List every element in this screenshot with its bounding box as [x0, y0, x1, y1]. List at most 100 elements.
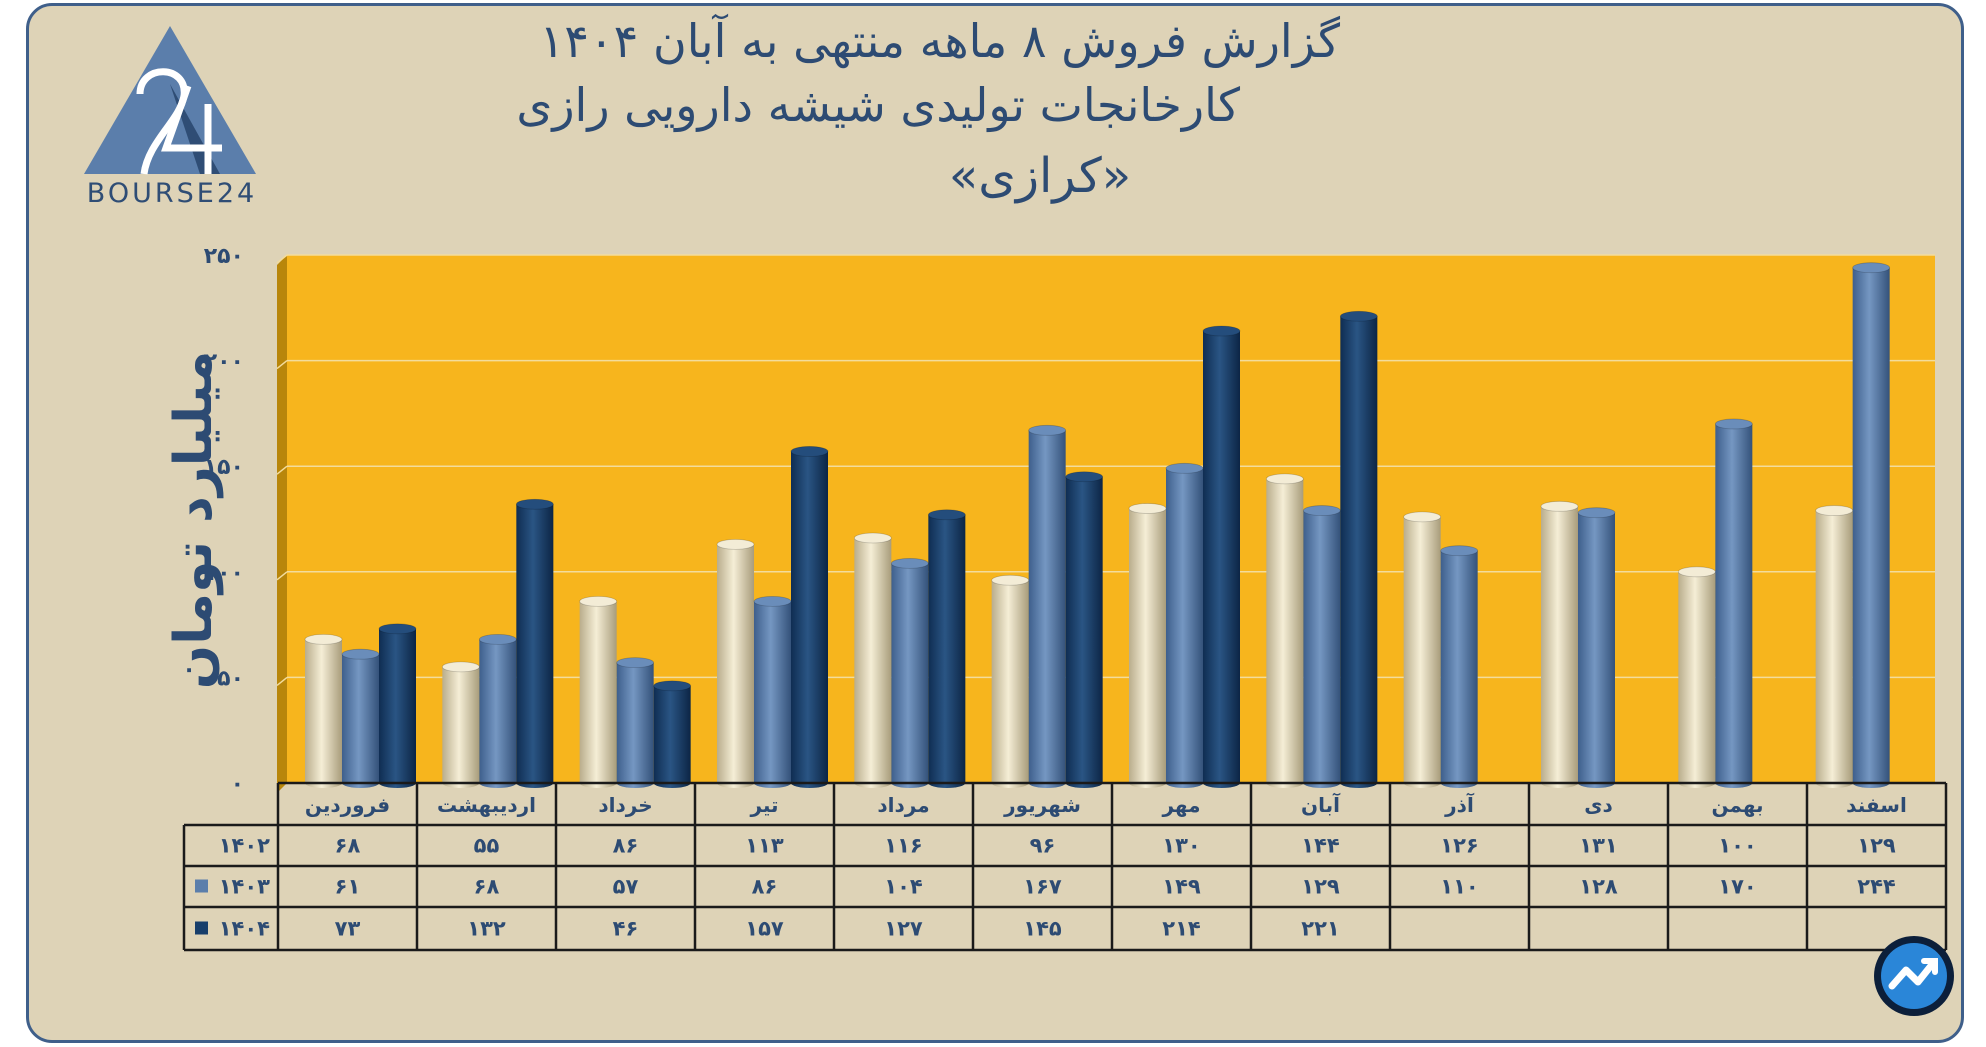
y-tick-label: ۵۰ [217, 666, 244, 691]
bar-۱۴۰۲-شهریور [991, 574, 1030, 788]
bar-cap [1852, 262, 1891, 274]
bar-cap [1065, 471, 1104, 483]
bar-cap [378, 623, 417, 635]
plot-background [287, 255, 1935, 783]
plot-side-wall [277, 255, 287, 793]
table-cell: ۶۸ [335, 834, 361, 858]
bar-body [305, 639, 342, 783]
bar-۱۴۰۲-فروردین [304, 633, 343, 788]
bar-cap [753, 595, 792, 607]
bars [304, 262, 1891, 788]
bar-cap [579, 595, 618, 607]
bar-body [1028, 430, 1066, 783]
bar-۱۴۰۳-شهریور [1028, 424, 1067, 788]
y-tick-label: ۲۰۰ [204, 350, 244, 375]
category-label: خرداد [598, 793, 652, 817]
bar-cap [478, 633, 517, 645]
bar-۱۴۰۲-اردیبهشت [441, 661, 480, 788]
bar-body [791, 451, 828, 783]
table-cell: ۱۴۴ [1301, 834, 1340, 858]
bar-cap [1028, 424, 1067, 436]
bar-body [754, 601, 791, 783]
bar-body [1303, 510, 1341, 783]
table-cell: ۱۳۰ [1162, 834, 1200, 858]
bar-body [1715, 423, 1753, 783]
bar-cap [1128, 503, 1167, 514]
bar-body [1266, 478, 1304, 783]
bar-body [653, 685, 691, 783]
bar-۱۴۰۳-خرداد [616, 657, 655, 788]
table-cell: ۱۷۰ [1718, 875, 1756, 899]
bar-cap [1677, 566, 1716, 578]
bar-body [379, 628, 416, 783]
bar-۱۴۰۲-تیر [716, 538, 755, 788]
bar-cap [790, 446, 829, 457]
bar-۱۴۰۴-مهر [1202, 325, 1241, 788]
bar-۱۴۰۴-فروردین [378, 623, 417, 788]
table-cell: ۲۲۱ [1301, 917, 1339, 941]
bar-cap [1265, 473, 1304, 485]
bar-۱۴۰۳-آبان [1302, 505, 1341, 788]
bar-۱۴۰۳-تیر [753, 595, 792, 788]
table-cell: ۱۴۵ [1023, 917, 1062, 941]
table-cell: ۱۳۲ [467, 917, 506, 941]
legend-key-۱۴۰۳ [195, 879, 208, 893]
bar-body [854, 538, 892, 783]
bar-۱۴۰۴-تیر [790, 446, 829, 788]
bar-body [442, 666, 480, 783]
table-cell: ۱۲۷ [884, 917, 923, 941]
bar-۱۴۰۲-آبان [1265, 473, 1304, 788]
bar-cap [341, 648, 380, 660]
bar-۱۴۰۲-اسفند [1815, 505, 1854, 788]
logo-text: BOURSE24 [86, 178, 258, 209]
bar-۱۴۰۲-خرداد [579, 595, 618, 788]
bar-cap [1339, 310, 1378, 322]
bar-cap [653, 680, 692, 692]
gridline-side [276, 676, 288, 686]
gridline-side [276, 571, 288, 581]
table-cell: ۹۶ [1030, 834, 1056, 858]
bar-cap [1165, 462, 1204, 474]
y-tick-label: ۱۵۰ [204, 455, 244, 480]
table-cell: ۵۷ [613, 875, 639, 899]
table-cell: ۷۳ [335, 917, 361, 941]
bar-body [991, 580, 1029, 783]
y-tick-labels: ۰ ۵۰ ۱۰۰ ۱۵۰ ۲۰۰ ۲۵۰ [204, 244, 244, 797]
bar-cap [1440, 545, 1479, 557]
bar-cap [304, 633, 343, 645]
bar-body [717, 544, 754, 783]
bar-body [891, 563, 929, 783]
table-cell: ۴۶ [613, 917, 639, 941]
bar-body [616, 662, 654, 783]
series-label: ۱۴۰۳ [219, 875, 270, 899]
table-cell: ۱۱۰ [1440, 875, 1478, 899]
bar-cap [616, 657, 655, 669]
category-label: اسفند [1846, 793, 1907, 817]
bar-cap [1540, 500, 1579, 512]
series-label: ۱۴۰۲ [219, 834, 270, 858]
bar-cap [853, 532, 892, 544]
table-cell: ۱۱۳ [745, 834, 784, 858]
bourse24-logo-icon [84, 26, 256, 175]
category-label: بهمن [1711, 793, 1763, 817]
bar-۱۴۰۳-آذر [1440, 545, 1479, 788]
bar-۱۴۰۲-بهمن [1677, 566, 1716, 788]
bar-body [1541, 506, 1578, 783]
bar-۱۴۰۲-مرداد [853, 532, 892, 788]
bar-۱۴۰۳-اسفند [1852, 262, 1891, 788]
bar-body [1440, 550, 1478, 783]
bar-۱۴۰۳-اردیبهشت [478, 633, 517, 788]
table-cell: ۱۲۹ [1301, 875, 1340, 899]
table-cell: ۱۵۷ [745, 917, 784, 941]
table-cell: ۸۶ [752, 875, 778, 899]
gridline-side [276, 360, 288, 370]
bar-۱۴۰۳-فروردین [341, 648, 380, 788]
bar-cap [716, 538, 755, 550]
category-label: آبان [1301, 792, 1341, 817]
bar-۱۴۰۲-دی [1540, 500, 1579, 788]
table-cell: ۱۱۶ [884, 834, 922, 858]
bar-cap [890, 557, 929, 569]
bar-body [1203, 331, 1240, 783]
bar-cap [1714, 418, 1753, 430]
